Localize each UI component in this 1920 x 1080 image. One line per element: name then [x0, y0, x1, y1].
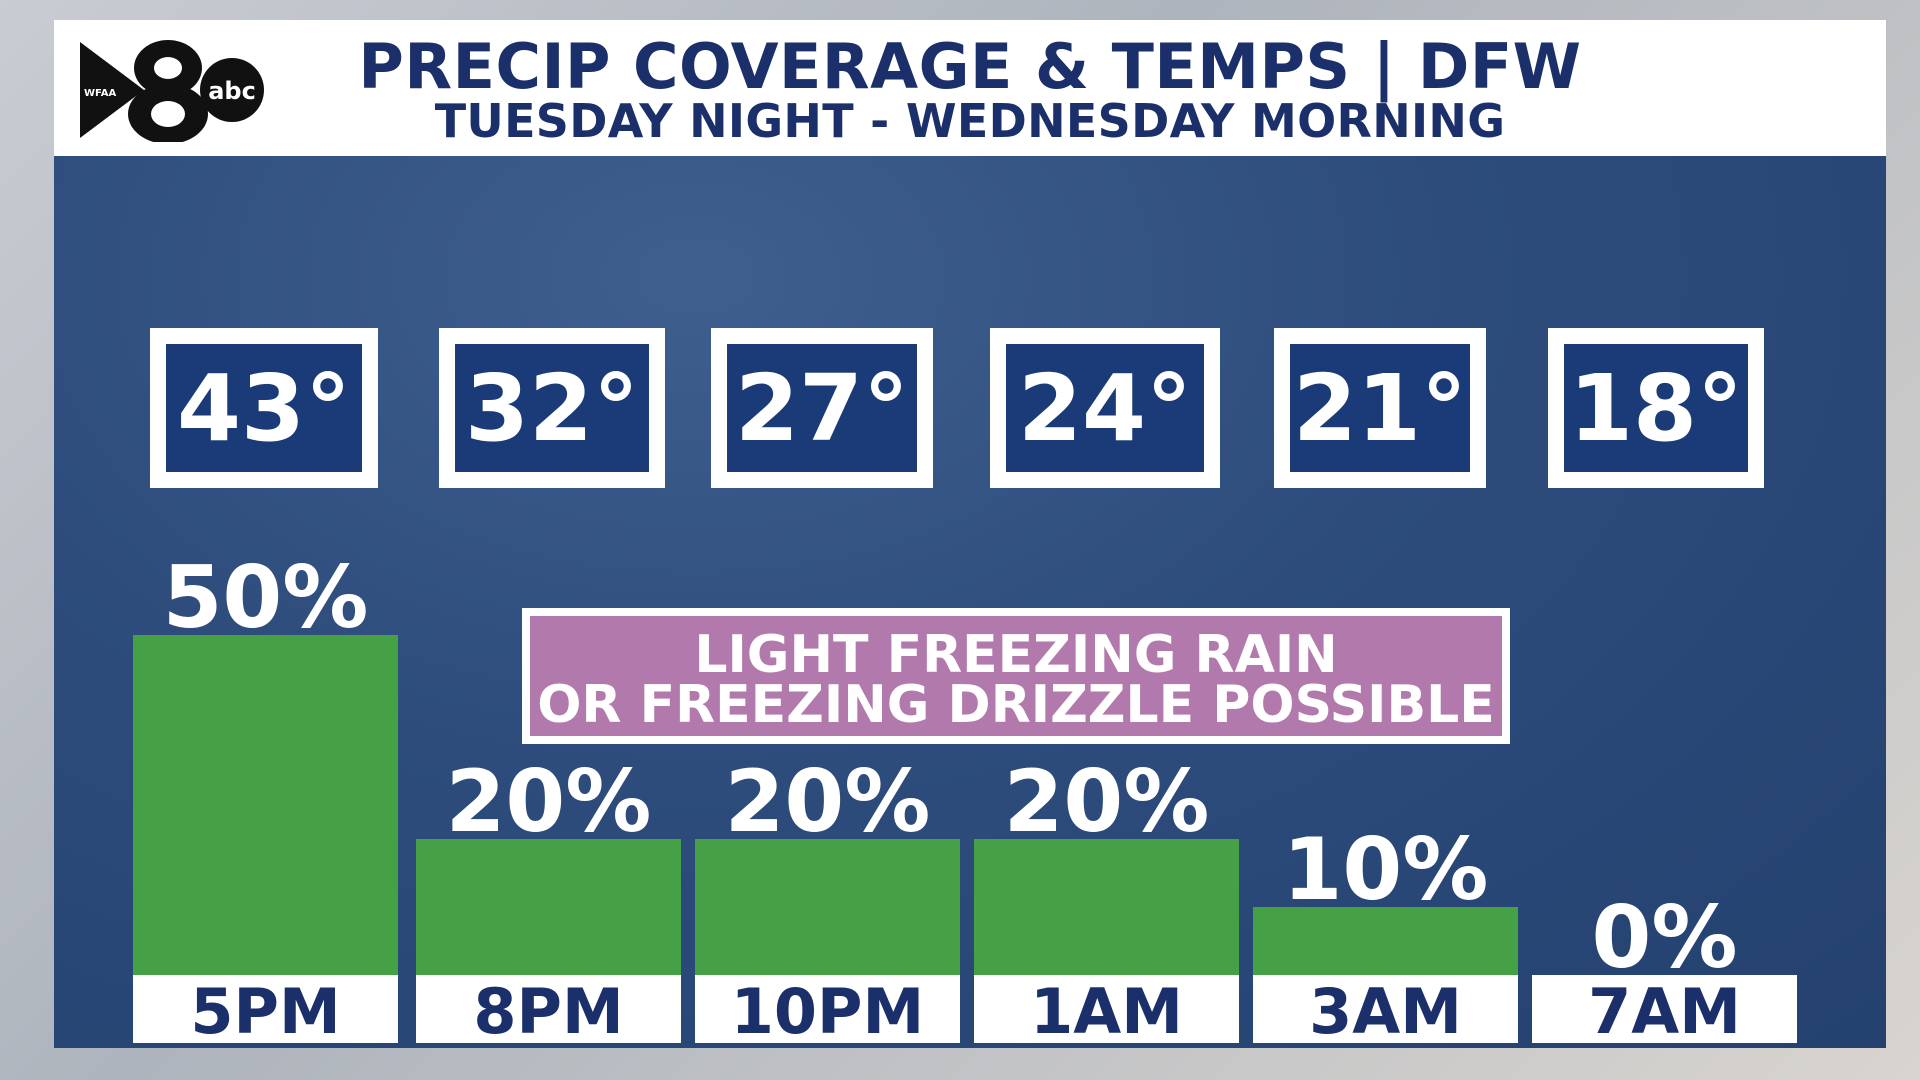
- category-label: 5PM: [190, 975, 340, 1048]
- value-label: 20%: [446, 752, 652, 852]
- temp-value: 43°: [177, 355, 351, 462]
- value-label: 10%: [1283, 820, 1489, 920]
- logo-station-text: WFAA: [84, 88, 116, 99]
- temp-value: 27°: [735, 355, 909, 462]
- station-logo: WFAA abc: [80, 40, 264, 142]
- annotation-line-2: OR FREEZING DRIZZLE POSSIBLE: [537, 675, 1495, 735]
- value-label: 20%: [1004, 752, 1210, 852]
- temp-value: 32°: [465, 355, 639, 462]
- category-box-8pm: [416, 975, 681, 1043]
- temp-value: 24°: [1018, 355, 1192, 462]
- bar-8pm: [416, 839, 681, 975]
- bar-1am: [974, 839, 1239, 975]
- category-box-5pm: [133, 975, 398, 1043]
- category-box-1am: [974, 975, 1239, 1043]
- category-label: 8PM: [473, 975, 623, 1048]
- temp-box-inner: [1006, 344, 1204, 472]
- annotation-box-inner: [530, 616, 1502, 736]
- category-label: 10PM: [731, 975, 924, 1048]
- logo-network-text: abc: [208, 77, 256, 105]
- category-box-3am: [1253, 975, 1518, 1043]
- category-box-10pm: [695, 975, 960, 1043]
- bar-3am: [1253, 907, 1518, 975]
- temp-box-inner: [1564, 344, 1748, 472]
- value-label: 20%: [725, 752, 931, 852]
- value-label: 50%: [163, 548, 369, 648]
- category-box-7am: [1532, 975, 1797, 1043]
- temp-value: 18°: [1569, 355, 1743, 462]
- temp-box-inner: [166, 344, 362, 472]
- chart-subtitle: TUESDAY NIGHT - WEDNESDAY MORNING: [434, 94, 1506, 148]
- temp-box-inner: [727, 344, 917, 472]
- annotation-line-1: LIGHT FREEZING RAIN: [694, 625, 1337, 685]
- temp-box-inner: [1290, 344, 1470, 472]
- bar-5pm: [133, 635, 398, 975]
- chart-title: PRECIP COVERAGE & TEMPS | DFW: [358, 30, 1582, 103]
- temp-box-inner: [455, 344, 649, 472]
- temp-value: 21°: [1293, 355, 1467, 462]
- category-label: 3AM: [1309, 975, 1462, 1048]
- value-label: 0%: [1591, 888, 1737, 988]
- category-label: 1AM: [1030, 975, 1183, 1048]
- bar-10pm: [695, 839, 960, 975]
- header-bar: WFAA abc PRECIP COVERAGE & TEMPS | DFW T…: [54, 20, 1886, 156]
- category-label: 7AM: [1588, 975, 1741, 1048]
